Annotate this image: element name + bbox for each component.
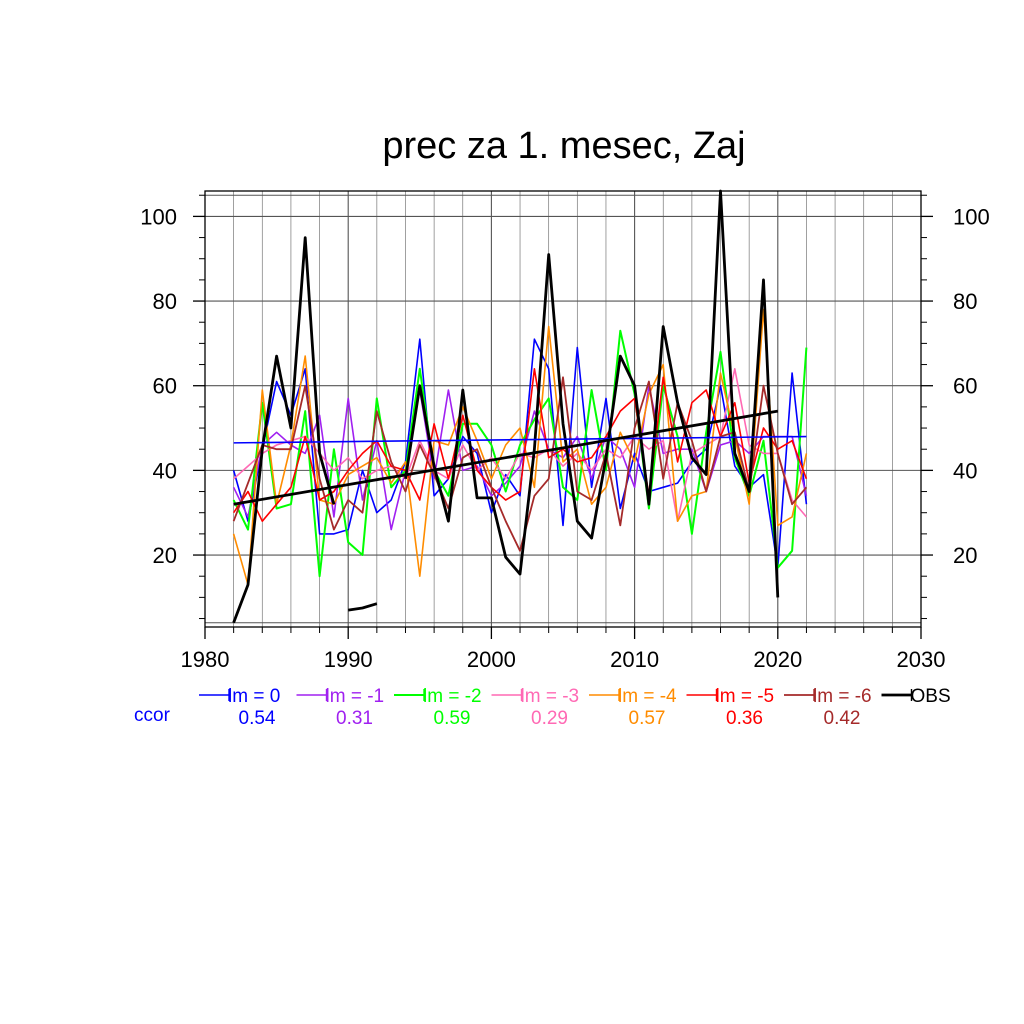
y-tick-label-right: 40 bbox=[953, 458, 977, 483]
x-tick-label: 1980 bbox=[181, 647, 230, 672]
legend-label: lm = -1 bbox=[326, 686, 385, 707]
y-tick-label-right: 100 bbox=[953, 204, 990, 229]
legend-ccor-value: 0.29 bbox=[531, 708, 568, 729]
plot-border bbox=[204, 190, 922, 628]
x-tick-label: 2000 bbox=[467, 647, 516, 672]
y-tick-label-right: 20 bbox=[953, 543, 977, 568]
x-tick-label: 2030 bbox=[897, 647, 946, 672]
x-tick-label: 1990 bbox=[324, 647, 373, 672]
legend-ccor-value: 0.42 bbox=[824, 708, 861, 729]
legend-ccor-value: 0.36 bbox=[726, 708, 763, 729]
legend-label: OBS bbox=[911, 686, 951, 707]
legend-label: lm = 0 bbox=[228, 686, 280, 707]
legend-ccor-value: 0.57 bbox=[629, 708, 666, 729]
x-tick-label: 2020 bbox=[753, 647, 802, 672]
legend-ccor-value: 0.31 bbox=[336, 708, 373, 729]
series-line-obs-early-segment bbox=[347, 602, 378, 612]
y-tick-label-left: 20 bbox=[153, 543, 177, 568]
legend-ccor-value: 0.54 bbox=[239, 708, 276, 729]
y-tick-label-left: 100 bbox=[140, 204, 177, 229]
y-tick-label-right: 60 bbox=[953, 374, 977, 399]
trend-line-obs-trend bbox=[233, 409, 779, 506]
series-line-lm-6 bbox=[232, 376, 808, 552]
legend-label: lm = -4 bbox=[618, 686, 677, 707]
legend-label: lm = -5 bbox=[716, 686, 775, 707]
chart-title: prec za 1. mesec, Zaj bbox=[382, 125, 745, 167]
grid bbox=[205, 191, 921, 627]
legend-label: lm = -3 bbox=[521, 686, 580, 707]
series-line-obs bbox=[232, 189, 780, 624]
y-tick-label-right: 80 bbox=[953, 289, 977, 314]
trend-line-lm-0-trend bbox=[233, 435, 807, 444]
legend-label: lm = -2 bbox=[423, 686, 482, 707]
series-group bbox=[232, 189, 808, 624]
ccor-label: ccor bbox=[134, 705, 171, 726]
legend-ccor-value: 0.59 bbox=[434, 708, 471, 729]
plot-frame bbox=[204, 190, 922, 628]
y-tick-label-left: 60 bbox=[153, 374, 177, 399]
y-tick-label-left: 80 bbox=[153, 289, 177, 314]
legend-label: lm = -6 bbox=[813, 686, 872, 707]
legend: ccor lm = 00.54 lm = -10.31 lm = -20.59 lm … bbox=[134, 686, 951, 729]
series-line-lm-3 bbox=[233, 368, 808, 522]
series-line-lm-4 bbox=[232, 308, 808, 586]
x-tick-label: 2010 bbox=[610, 647, 659, 672]
series-line-lm-0 bbox=[232, 338, 808, 569]
y-tick-label-left: 40 bbox=[153, 458, 177, 483]
